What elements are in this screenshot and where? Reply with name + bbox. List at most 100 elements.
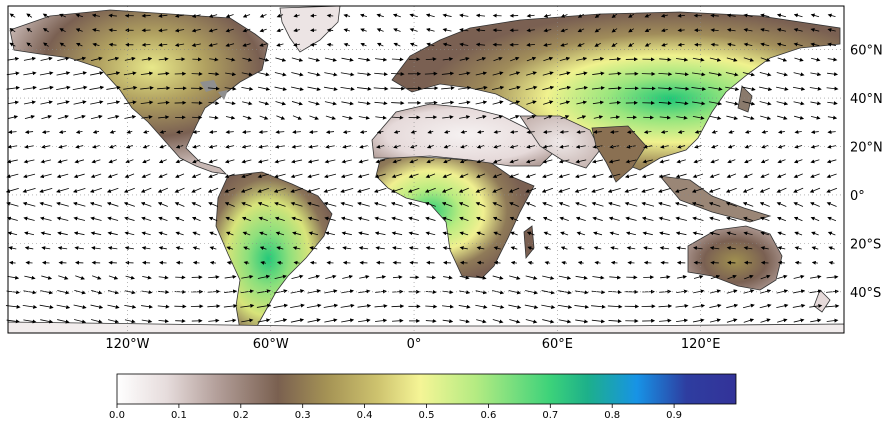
wind-arrow (293, 13, 300, 18)
wind-arrow (459, 42, 469, 47)
wind-arrow (826, 187, 838, 193)
wind-arrow (175, 173, 185, 178)
wind-arrow (760, 159, 769, 164)
wind-arrow (726, 57, 738, 62)
wind-arrow (224, 202, 235, 207)
wind-arrow (191, 43, 201, 47)
wind-arrow (710, 13, 719, 18)
wind-arrow (140, 100, 154, 105)
lat-label-60n: 60°N (850, 44, 883, 59)
wind-arrow (492, 100, 504, 105)
wind-arrow (743, 13, 753, 18)
lat-label-20s: 20°S (850, 237, 881, 252)
wind-vector-field (5, 13, 840, 324)
wind-arrow (324, 159, 336, 164)
wind-arrow (658, 216, 671, 221)
wind-arrow (357, 173, 370, 179)
wind-arrow (475, 13, 486, 18)
wind-arrow (208, 28, 218, 33)
wind-arrow (58, 275, 69, 280)
wind-arrow (73, 304, 87, 309)
wind-arrow (442, 246, 452, 251)
wind-arrow (124, 231, 135, 236)
wind-arrow (141, 290, 153, 295)
wind-arrow (407, 201, 420, 207)
wind-arrow (391, 173, 403, 179)
wind-arrow (22, 304, 38, 309)
wind-arrow (742, 101, 756, 106)
wind-arrow (56, 304, 71, 309)
wind-arrow (658, 304, 673, 309)
wind-arrow (442, 115, 454, 120)
south-america-land (215, 171, 333, 331)
wind-arrow (525, 319, 538, 324)
wind-arrow (459, 319, 470, 324)
wind-arrow (75, 42, 83, 47)
wind-arrow (577, 115, 587, 120)
wind-arrow (526, 71, 537, 76)
wind-arrow (24, 231, 35, 236)
wind-arrow (660, 275, 671, 280)
wind-arrow (594, 13, 601, 18)
wind-arrow (324, 231, 336, 236)
wind-arrow (159, 129, 167, 134)
wind-arrow (425, 216, 436, 221)
wind-arrow (776, 216, 787, 222)
wind-arrow (106, 71, 121, 76)
wind-arrow (641, 187, 655, 193)
wind-arrow (342, 130, 351, 134)
wind-arrow (760, 57, 771, 62)
wind-arrow (308, 144, 319, 149)
wind-arrow (575, 85, 588, 90)
wind-arrow (759, 72, 772, 77)
wind-arrow (257, 173, 269, 179)
wind-arrow (241, 173, 252, 179)
wind-arrow (223, 303, 238, 308)
wind-arrow (242, 130, 251, 135)
wind-arrow (693, 159, 703, 164)
wind-arrow (559, 100, 571, 105)
colorbar-bar (116, 373, 737, 405)
wind-arrow (242, 57, 253, 62)
wind-arrow (542, 275, 555, 280)
wind-arrow (307, 216, 319, 221)
wind-arrow (390, 201, 403, 207)
wind-arrow (760, 231, 770, 236)
wind-arrow (575, 173, 587, 179)
wind-arrow (543, 28, 552, 33)
wind-arrow (241, 144, 252, 149)
wind-arrow (726, 13, 736, 18)
wind-arrow (424, 100, 438, 105)
wind-arrow (492, 216, 502, 222)
wind-arrow (710, 274, 721, 280)
wind-arrow (674, 187, 688, 193)
wind-arrow (694, 129, 701, 134)
wind-arrow (743, 42, 753, 47)
wind-arrow (426, 28, 435, 32)
wind-arrow (475, 100, 488, 105)
wind-arrow (108, 159, 117, 164)
wind-arrow (577, 260, 584, 265)
wind-arrow (259, 42, 268, 47)
wind-arrow (793, 318, 805, 323)
wind-arrow (391, 57, 404, 62)
wind-arrow (777, 246, 786, 251)
wind-arrow (392, 246, 402, 251)
wind-arrow (408, 216, 420, 221)
wind-arrow (442, 57, 454, 62)
wind-arrow (307, 289, 321, 294)
wind-arrow (56, 85, 71, 90)
wind-arrow (709, 289, 721, 294)
wind-arrow (424, 187, 436, 193)
wind-arrow (208, 43, 218, 47)
wind-arrow (343, 42, 350, 47)
wind-arrow (742, 72, 756, 77)
wind-arrow (74, 319, 87, 324)
wind-arrow (224, 173, 235, 179)
wind-arrow (475, 202, 486, 207)
wind-arrow (658, 173, 671, 179)
wind-arrow (260, 260, 266, 265)
wind-arrow (777, 231, 786, 236)
wind-arrow (91, 13, 100, 18)
wind-arrow (125, 275, 135, 280)
